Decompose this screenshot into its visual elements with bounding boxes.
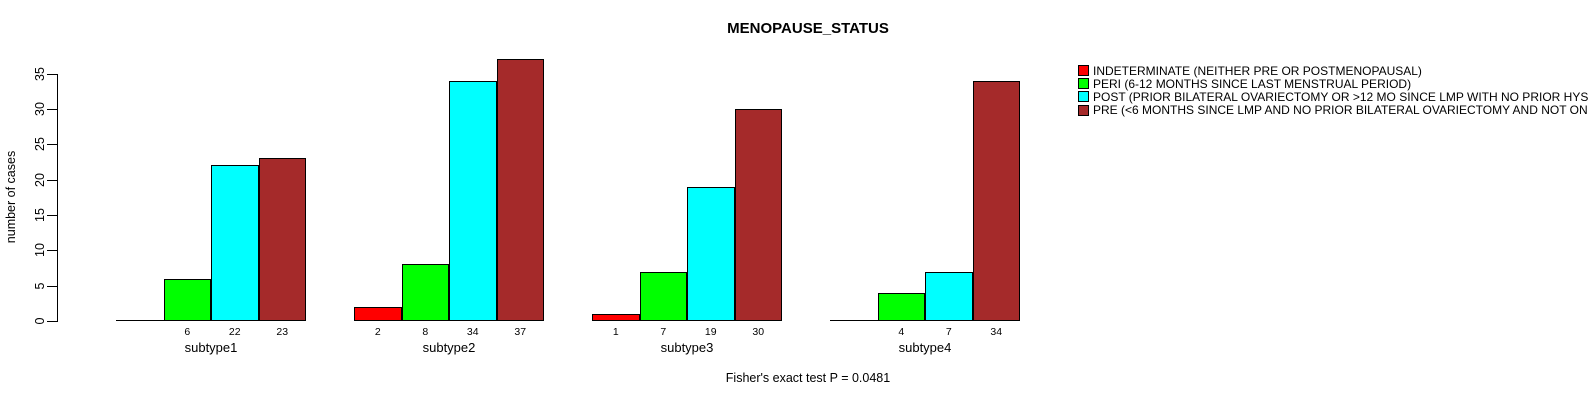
y-axis-tick	[47, 250, 57, 252]
category-label: subtype1	[184, 340, 238, 355]
bar-value-label: 6	[184, 326, 191, 338]
y-axis-line	[57, 73, 58, 322]
legend-item: POST (PRIOR BILATERAL OVARIECTOMY OR >12…	[1078, 89, 1589, 104]
legend-swatch	[1078, 65, 1089, 77]
annotation-text: Fisher's exact test P = 0.0481	[725, 371, 891, 385]
zero-value-bar	[116, 320, 164, 321]
y-axis-tick-label: 10	[33, 243, 47, 258]
bar	[734, 109, 782, 321]
bar-value-label: 19	[704, 326, 717, 338]
bar	[592, 314, 640, 321]
bar	[877, 293, 925, 321]
bar	[639, 272, 687, 321]
y-axis-tick-label: 35	[33, 66, 47, 81]
legend-item: PRE (<6 MONTHS SINCE LMP AND NO PRIOR BI…	[1078, 103, 1588, 118]
bar-value-label: 4	[898, 326, 905, 338]
y-axis-tick	[47, 214, 57, 216]
legend-item: INDETERMINATE (NEITHER PRE OR POSTMENOPA…	[1078, 63, 1588, 78]
y-axis-tick-label: 5	[33, 282, 47, 290]
y-axis-tick	[47, 108, 57, 110]
y-axis-tick-label: 30	[33, 101, 47, 116]
legend-label: PERI (6-12 MONTHS SINCE LAST MENSTRUAL P…	[1093, 76, 1412, 91]
bar	[401, 264, 449, 321]
bar-value-label: 30	[752, 326, 765, 338]
bar	[925, 272, 973, 321]
legend-swatch	[1078, 91, 1089, 103]
legend: INDETERMINATE (NEITHER PRE OR POSTMENOPA…	[1078, 64, 1588, 117]
zero-value-bar	[830, 320, 878, 321]
bar	[687, 187, 735, 321]
bar-value-label: 7	[945, 326, 952, 338]
y-axis-tick	[47, 144, 57, 146]
bar-value-label: 23	[276, 326, 289, 338]
legend-label: POST (PRIOR BILATERAL OVARIECTOMY OR >12…	[1093, 89, 1589, 104]
bar	[354, 307, 402, 321]
bar-value-label: 8	[422, 326, 429, 338]
category-label: subtype3	[660, 340, 714, 355]
category-label: subtype4	[898, 340, 952, 355]
legend-swatch	[1078, 78, 1089, 90]
y-axis-tick-label: 25	[33, 137, 47, 152]
bar-value-label: 7	[660, 326, 667, 338]
y-axis-tick	[47, 73, 57, 75]
y-axis-tick-label: 20	[33, 172, 47, 187]
category-label: subtype2	[422, 340, 476, 355]
legend-label: PRE (<6 MONTHS SINCE LMP AND NO PRIOR BI…	[1093, 103, 1588, 118]
bar-value-label: 34	[466, 326, 479, 338]
y-axis-label: number of cases	[4, 150, 18, 244]
legend-item: PERI (6-12 MONTHS SINCE LAST MENSTRUAL P…	[1078, 76, 1588, 91]
bar-value-label: 34	[990, 326, 1003, 338]
bar-value-label: 22	[228, 326, 241, 338]
y-axis-tick	[47, 285, 57, 287]
legend-label: INDETERMINATE (NEITHER PRE OR POSTMENOPA…	[1093, 63, 1422, 78]
bar	[496, 59, 544, 321]
bar-value-label: 2	[374, 326, 381, 338]
y-axis-tick	[47, 321, 57, 322]
bar	[211, 165, 259, 321]
bar	[972, 81, 1020, 321]
legend-swatch	[1078, 104, 1089, 116]
bar	[258, 158, 306, 321]
bar	[449, 81, 497, 321]
y-axis-tick-label: 15	[33, 207, 47, 222]
bar-value-label: 37	[514, 326, 527, 338]
y-axis-tick-label: 0	[33, 317, 47, 325]
y-axis-tick	[47, 179, 57, 181]
bar	[163, 279, 211, 321]
chart-title: MENOPAUSE_STATUS	[727, 20, 889, 37]
bar-value-label: 1	[612, 326, 619, 338]
